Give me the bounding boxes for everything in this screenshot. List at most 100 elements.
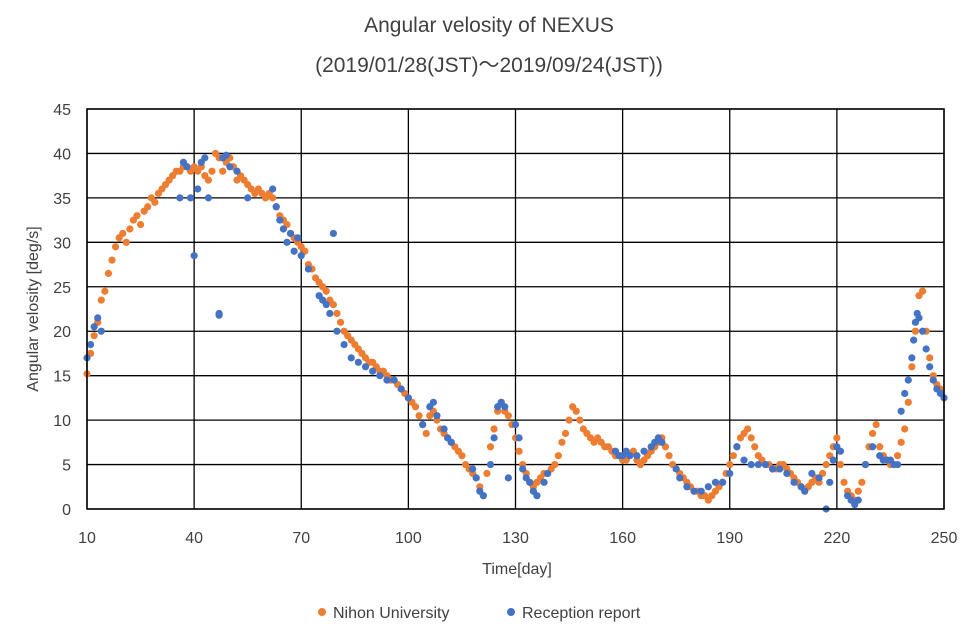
- point-nihon-university: [126, 225, 134, 233]
- point-nihon-university: [726, 460, 734, 469]
- tick-labels: 0 5 10 15 20 25 30 35 40 45 10 40 70 100 130 160 190 220 2…: [53, 102, 957, 547]
- point-nihon-university: [918, 287, 927, 295]
- point-reception-report: [690, 487, 698, 495]
- point-reception-report: [719, 478, 727, 486]
- point-reception-report: [201, 154, 209, 162]
- y-tick-label: 25: [53, 280, 71, 297]
- point-reception-report: [479, 492, 487, 500]
- point-reception-report: [286, 229, 295, 238]
- point-nihon-university: [108, 256, 116, 264]
- point-reception-report: [836, 447, 845, 455]
- point-nihon-university: [415, 412, 423, 420]
- point-nihon-university: [872, 420, 880, 429]
- point-nihon-university: [926, 354, 934, 362]
- point-reception-report: [86, 340, 95, 349]
- point-reception-report: [733, 443, 741, 451]
- point-nihon-university: [208, 167, 216, 175]
- point-reception-report: [711, 478, 720, 486]
- point-nihon-university: [854, 487, 862, 495]
- point-reception-report: [94, 314, 102, 322]
- point-nihon-university: [151, 198, 159, 206]
- point-nihon-university: [744, 425, 752, 433]
- x-tick-label: 250: [931, 530, 958, 547]
- y-tick-label: 45: [53, 102, 71, 119]
- point-nihon-university: [111, 243, 120, 251]
- point-nihon-university: [136, 220, 145, 229]
- point-nihon-university: [458, 452, 466, 460]
- point-reception-report: [893, 460, 902, 469]
- point-nihon-university: [558, 438, 566, 446]
- point-reception-report: [640, 447, 648, 455]
- point-reception-report: [186, 194, 195, 202]
- point-reception-report: [861, 460, 870, 469]
- point-nihon-university: [219, 167, 227, 175]
- point-nihon-university: [897, 438, 905, 446]
- point-reception-report: [929, 376, 937, 384]
- point-nihon-university: [565, 416, 573, 424]
- point-reception-report: [340, 340, 348, 349]
- data-points: [83, 149, 948, 513]
- point-reception-report: [283, 238, 291, 246]
- point-nihon-university: [901, 425, 909, 433]
- point-nihon-university: [868, 429, 877, 438]
- point-reception-report: [658, 438, 666, 446]
- point-reception-report: [369, 367, 377, 375]
- point-reception-report: [533, 492, 541, 500]
- point-reception-report: [329, 229, 337, 238]
- point-reception-report: [915, 314, 923, 322]
- x-tick-label: 40: [185, 530, 203, 547]
- point-reception-report: [726, 469, 734, 478]
- point-nihon-university: [119, 229, 127, 238]
- point-nihon-university: [576, 416, 584, 424]
- point-nihon-university: [572, 407, 580, 415]
- point-nihon-university: [101, 287, 109, 295]
- point-reception-report: [754, 460, 762, 469]
- point-nihon-university: [747, 434, 755, 442]
- point-reception-report: [272, 203, 280, 211]
- point-reception-report: [222, 151, 230, 159]
- point-reception-report: [347, 354, 355, 362]
- legend-marker-nihon-university: [318, 608, 326, 616]
- point-reception-report: [901, 389, 909, 398]
- y-tick-label: 10: [53, 413, 71, 430]
- point-nihon-university: [322, 287, 330, 295]
- y-tick-label: 30: [53, 235, 71, 252]
- point-nihon-university: [329, 300, 337, 309]
- point-nihon-university: [422, 429, 430, 438]
- point-reception-report: [276, 216, 284, 224]
- point-nihon-university: [729, 452, 737, 460]
- point-nihon-university: [490, 425, 498, 433]
- point-nihon-university: [269, 194, 277, 202]
- chart-title: Angular velosity of NEXUS: [364, 14, 614, 37]
- point-nihon-university: [665, 452, 673, 460]
- point-reception-report: [676, 474, 684, 482]
- point-nihon-university: [144, 203, 152, 211]
- x-tick-label: 70: [292, 530, 310, 547]
- y-tick-label: 5: [62, 458, 71, 475]
- point-reception-report: [769, 465, 777, 473]
- point-nihon-university: [486, 443, 495, 451]
- point-nihon-university: [554, 452, 562, 460]
- point-reception-report: [672, 465, 680, 473]
- legend-label-reception-report: Reception report: [522, 605, 641, 622]
- point-nihon-university: [561, 429, 570, 438]
- point-reception-report: [704, 483, 712, 491]
- point-nihon-university: [504, 412, 512, 420]
- chart-subtitle: (2019/01/28(JST)～2019/09/24(JST)): [315, 54, 663, 77]
- point-reception-report: [433, 412, 441, 420]
- point-nihon-university: [483, 469, 491, 478]
- point-reception-report: [472, 474, 480, 482]
- point-reception-report: [626, 452, 634, 460]
- point-reception-report: [740, 456, 748, 464]
- point-reception-report: [801, 487, 809, 495]
- point-nihon-university: [97, 296, 105, 304]
- point-nihon-university: [908, 363, 916, 371]
- legend-marker-reception-report: [507, 608, 515, 616]
- x-tick-label: 190: [716, 530, 743, 547]
- point-nihon-university: [411, 403, 420, 411]
- x-tick-label: 130: [502, 530, 529, 547]
- point-reception-report: [304, 265, 312, 273]
- point-reception-report: [897, 407, 905, 415]
- point-reception-report: [908, 354, 916, 362]
